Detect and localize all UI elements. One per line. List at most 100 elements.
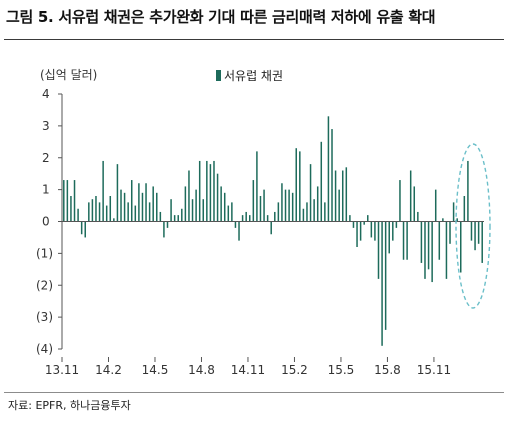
y-tick-label: 1 [42, 183, 50, 197]
bar [177, 215, 179, 222]
x-tick-label: 14.8 [188, 363, 215, 377]
bar [241, 215, 244, 222]
bar [341, 170, 344, 222]
source-note: 자료: EPFR, 하나금융투자 [8, 399, 131, 412]
bar [381, 221, 383, 346]
bar [370, 221, 373, 238]
bar [191, 199, 194, 222]
labels-group: 4 3 2 1 0 (1) (2) (3) (4) 13.11 14.2 14.5 14.8 14.11 1… [36, 87, 451, 377]
bar [259, 196, 262, 222]
bar [420, 221, 423, 263]
bar [120, 189, 122, 222]
bar [148, 202, 151, 222]
bar [356, 221, 358, 247]
bar [431, 221, 433, 283]
bar [184, 186, 187, 222]
bar [302, 208, 305, 222]
bar [95, 196, 97, 222]
x-tick-label: 15.11 [417, 363, 451, 377]
bar [216, 173, 219, 222]
bar [456, 218, 458, 222]
bar [359, 221, 362, 241]
bar [463, 196, 466, 222]
bar [309, 164, 312, 222]
bar [438, 221, 441, 260]
bar [442, 218, 444, 222]
bar [231, 202, 233, 222]
x-tick-label: 14.5 [142, 363, 169, 377]
bar [474, 221, 476, 251]
bar [145, 183, 147, 222]
bar [291, 192, 294, 222]
bar [413, 186, 416, 222]
bar [88, 202, 90, 222]
bar [181, 208, 183, 222]
bar [223, 192, 226, 222]
y-axis-unit-label: (십억 달러) [40, 68, 98, 82]
bar [427, 221, 430, 270]
bar [277, 202, 280, 222]
bar [163, 221, 165, 238]
bar [213, 160, 215, 222]
bar [449, 221, 451, 244]
bar [384, 221, 387, 330]
title-underline [4, 39, 504, 40]
bar [424, 221, 426, 279]
bar [202, 199, 205, 222]
x-tick-label: 15.8 [374, 363, 401, 377]
bar [306, 202, 308, 222]
bar [445, 221, 448, 279]
legend-swatch [216, 70, 221, 81]
bar [249, 215, 251, 222]
bars-group [63, 116, 483, 346]
bar [66, 180, 69, 222]
bar [288, 189, 290, 222]
bar [102, 160, 104, 222]
bar [220, 186, 222, 222]
bar [417, 211, 419, 222]
bar [156, 192, 158, 222]
bar [109, 196, 112, 222]
bar [402, 221, 405, 260]
bar [127, 202, 129, 222]
bar [470, 221, 473, 241]
highlight-ellipse [455, 143, 491, 309]
bar [188, 170, 190, 222]
bar [406, 221, 408, 260]
bar [274, 211, 276, 222]
y-tick-label: (2) [36, 278, 53, 292]
x-tick-label: 15.2 [281, 363, 308, 377]
bar [367, 215, 369, 222]
bar [392, 221, 394, 241]
y-tick-label: (1) [36, 246, 53, 260]
bar [198, 160, 201, 222]
bar [166, 221, 169, 228]
bar [395, 221, 398, 228]
x-tick-label: 14.11 [231, 363, 265, 377]
bar [134, 205, 137, 222]
bar [338, 189, 340, 222]
bar [284, 189, 287, 222]
bar [320, 141, 323, 222]
bar [460, 221, 462, 273]
bar [327, 116, 330, 222]
bar [352, 221, 355, 228]
bar [331, 129, 333, 222]
y-tick-label: 4 [42, 87, 50, 101]
bar [238, 221, 240, 241]
bar [141, 192, 144, 222]
bar [98, 202, 101, 222]
bar [374, 221, 376, 241]
x-tick-label: 14.2 [95, 363, 122, 377]
bar [227, 205, 230, 222]
bar [91, 199, 94, 222]
bottom-divider [4, 392, 504, 393]
bar [324, 202, 326, 222]
y-tick-label: 2 [42, 151, 50, 165]
bar [388, 221, 390, 254]
y-tick-label: 0 [42, 215, 50, 229]
bar [123, 192, 126, 222]
bar [349, 215, 351, 222]
bar [70, 196, 72, 222]
